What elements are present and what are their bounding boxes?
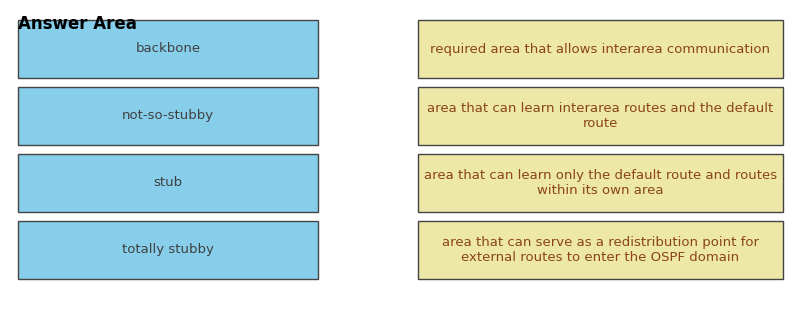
FancyBboxPatch shape bbox=[418, 221, 783, 279]
Text: stub: stub bbox=[154, 176, 182, 190]
FancyBboxPatch shape bbox=[418, 20, 783, 78]
Text: area that can learn only the default route and routes
within its own area: area that can learn only the default rou… bbox=[424, 169, 777, 197]
FancyBboxPatch shape bbox=[418, 87, 783, 145]
FancyBboxPatch shape bbox=[18, 221, 318, 279]
Text: Answer Area: Answer Area bbox=[18, 15, 137, 33]
Text: required area that allows interarea communication: required area that allows interarea comm… bbox=[430, 43, 770, 56]
FancyBboxPatch shape bbox=[18, 154, 318, 212]
Text: not-so-stubby: not-so-stubby bbox=[122, 109, 214, 122]
FancyBboxPatch shape bbox=[18, 87, 318, 145]
Text: area that can serve as a redistribution point for
external routes to enter the O: area that can serve as a redistribution … bbox=[442, 236, 759, 264]
Text: backbone: backbone bbox=[135, 43, 201, 56]
Text: totally stubby: totally stubby bbox=[122, 244, 214, 256]
FancyBboxPatch shape bbox=[18, 20, 318, 78]
FancyBboxPatch shape bbox=[418, 154, 783, 212]
Text: area that can learn interarea routes and the default
route: area that can learn interarea routes and… bbox=[427, 102, 774, 130]
